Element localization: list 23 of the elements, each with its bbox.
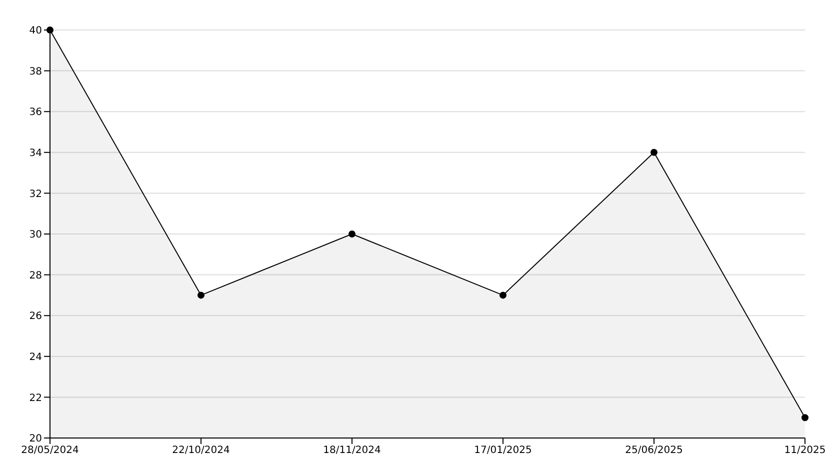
x-tick-label: 28/05/2024 xyxy=(21,445,79,456)
y-tick-label: 26 xyxy=(29,311,42,322)
y-tick-label: 40 xyxy=(29,26,42,37)
point xyxy=(500,292,506,299)
point xyxy=(802,414,808,422)
point xyxy=(46,26,54,34)
point xyxy=(650,148,658,156)
x-tick-label: 25/06/2025 xyxy=(625,445,683,456)
x-tick-label: 11/2025 xyxy=(784,445,826,456)
y-tick-label: 28 xyxy=(29,270,42,282)
y-tick-label: 22 xyxy=(29,392,42,404)
y-tick-label: 38 xyxy=(29,66,42,78)
point xyxy=(348,230,356,238)
y-tick-label: 20 xyxy=(29,434,42,445)
y-tick-label: 30 xyxy=(29,230,42,241)
y-tick-label: 24 xyxy=(29,352,42,363)
y-tick-label: 36 xyxy=(29,107,42,118)
y-tick-label: 32 xyxy=(29,188,42,200)
point xyxy=(198,292,204,299)
y-tick-label: 34 xyxy=(29,148,42,159)
x-tick-label: 22/10/2024 xyxy=(172,445,230,456)
x-tick-label: 18/11/2024 xyxy=(323,445,381,456)
x-tick-label: 17/01/2025 xyxy=(474,445,532,456)
